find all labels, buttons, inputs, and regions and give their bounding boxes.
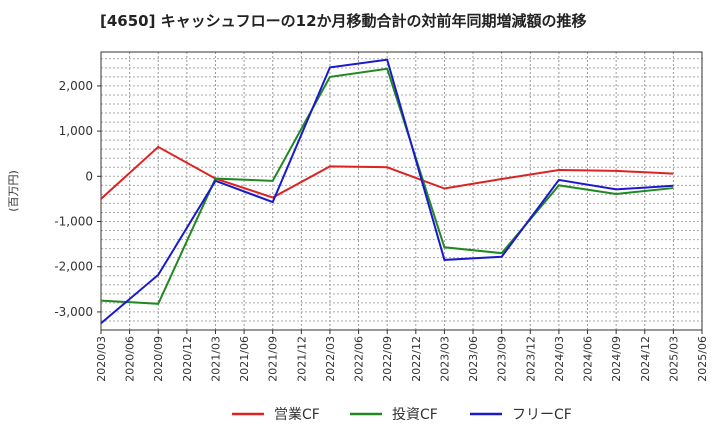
x-tick-label: 2024/03 [553,336,566,382]
x-tick-label: 2021/09 [267,336,280,382]
chart-title: [4650] キャッシュフローの12か月移動合計の対前年同期増減額の推移 [100,12,587,30]
x-tick-label: 2021/06 [238,336,251,382]
series-line-2 [100,58,674,324]
x-tick-label: 2021/12 [295,336,308,382]
x-tick-label: 2024/09 [610,336,623,382]
x-tick-label: 2025/06 [696,336,709,382]
y-tick-label: -2,000 [54,260,93,274]
x-tick-label: 2023/12 [524,336,537,382]
x-tick-label: 2024/12 [639,336,652,382]
y-tick-label: -3,000 [54,305,93,319]
x-tick-label: 2022/12 [410,336,423,382]
legend-label-2: フリーCF [512,407,572,423]
x-tick-label: 2020/09 [152,336,165,382]
x-tick-label: 2020/03 [95,336,108,382]
y-tick-label: 0 [85,169,93,183]
series-line-0 [100,145,674,200]
x-tick-label: 2025/03 [667,336,680,382]
x-tick-label: 2021/03 [209,336,222,382]
x-tick-label: 2020/12 [181,336,194,382]
legend-label-1: 投資CF [392,407,438,423]
plot-frame [100,51,703,331]
y-axis-label: (百万円) [7,170,20,212]
x-tick-label: 2023/06 [467,336,480,382]
x-tick-label: 2023/09 [496,336,509,382]
x-tick-label: 2022/06 [353,336,366,382]
x-tick-label: 2023/03 [438,336,451,382]
x-tick-label: 2022/03 [324,336,337,382]
x-tick-label: 2024/06 [582,336,595,382]
x-tick-label: 2022/09 [381,336,394,382]
series-line-1 [100,67,674,305]
y-tick-label: -1,000 [54,215,93,229]
legend-label-0: 営業CF [274,407,320,423]
x-tick-label: 2020/06 [124,336,137,382]
y-tick-label: 1,000 [59,124,93,138]
y-tick-label: 2,000 [59,79,93,93]
